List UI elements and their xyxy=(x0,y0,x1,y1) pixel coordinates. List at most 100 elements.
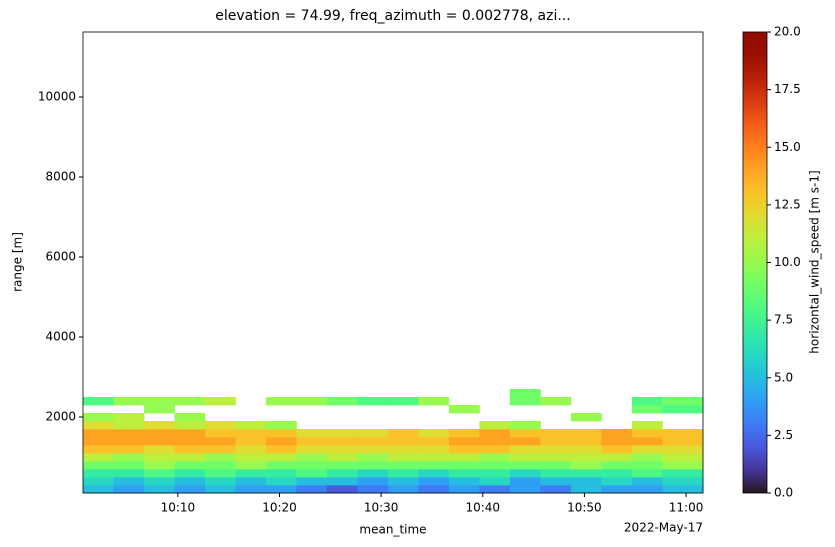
heatmap-cell xyxy=(235,453,267,462)
heatmap-cell xyxy=(357,429,389,438)
heatmap-cell xyxy=(326,485,358,494)
heatmap-cell xyxy=(143,485,175,494)
colorbar-tick-label: 2.5 xyxy=(774,428,793,442)
heatmap-cell xyxy=(83,429,114,438)
heatmap-cell xyxy=(448,437,480,446)
heatmap-cell xyxy=(418,469,450,478)
heatmap-cell xyxy=(601,485,633,494)
heatmap-cell xyxy=(631,429,663,438)
heatmap-cell xyxy=(448,461,480,470)
heatmap-cell xyxy=(265,485,297,494)
heatmap-cell xyxy=(509,453,541,462)
y-tick-label: 8000 xyxy=(45,170,76,184)
heatmap-cell xyxy=(235,477,267,486)
x-tick-label: 10:20 xyxy=(262,501,297,515)
heatmap-cell xyxy=(204,429,236,438)
heatmap-cell xyxy=(296,477,328,486)
y-axis-label: range [m] xyxy=(11,232,25,292)
heatmap-cell xyxy=(509,469,541,478)
heatmap-cell xyxy=(113,445,145,454)
heatmap-cell xyxy=(174,469,206,478)
colorbar-tick-label: 10.0 xyxy=(774,255,801,269)
heatmap-cell xyxy=(83,477,114,486)
heatmap-cell xyxy=(448,453,480,462)
colorbar-tick-label: 20.0 xyxy=(774,25,801,39)
heatmap-cell xyxy=(631,461,663,470)
heatmap-cell xyxy=(662,405,704,414)
heatmap-cell xyxy=(387,397,419,406)
heatmap-cell xyxy=(601,445,633,454)
heatmap-cell xyxy=(83,437,114,446)
heatmap-cell xyxy=(570,461,602,470)
heatmap-cell xyxy=(265,437,297,446)
heatmap-cell xyxy=(143,453,175,462)
heatmap-cell xyxy=(296,429,328,438)
heatmap-cell xyxy=(479,461,511,470)
heatmap-cell xyxy=(479,437,511,446)
heatmap-cell xyxy=(174,453,206,462)
heatmap-cell xyxy=(265,461,297,470)
heatmap-cell xyxy=(631,405,663,414)
heatmap-cell xyxy=(509,485,541,494)
heatmap-cell xyxy=(113,485,145,494)
heatmap-cell xyxy=(540,469,572,478)
heatmap-cell xyxy=(265,477,297,486)
heatmap-cell xyxy=(479,485,511,494)
heatmap-cell xyxy=(357,485,389,494)
heatmap-cell xyxy=(113,437,145,446)
heatmap-cell xyxy=(143,429,175,438)
heatmap-cell xyxy=(83,445,114,454)
heatmap-cell xyxy=(326,453,358,462)
heatmap-cell xyxy=(570,469,602,478)
chart-title: elevation = 74.99, freq_azimuth = 0.0027… xyxy=(215,8,570,24)
heatmap-cell xyxy=(601,477,633,486)
heatmap-cell xyxy=(448,469,480,478)
heatmap-cell xyxy=(143,421,175,430)
colorbar-tick-label: 7.5 xyxy=(774,313,793,327)
heatmap-cell xyxy=(296,453,328,462)
heatmap-cell xyxy=(326,437,358,446)
heatmap-cell xyxy=(540,461,572,470)
heatmap-cell xyxy=(479,477,511,486)
heatmap-cell xyxy=(631,421,663,430)
heatmap-cell xyxy=(418,461,450,470)
heatmap-cell xyxy=(387,485,419,494)
heatmap-cell xyxy=(174,437,206,446)
heatmap-cell xyxy=(662,437,704,446)
heatmap-cell xyxy=(174,421,206,430)
heatmap-cell xyxy=(83,461,114,470)
heatmap-cell xyxy=(143,437,175,446)
heatmap-cell xyxy=(479,429,511,438)
heatmap-cell xyxy=(509,421,541,430)
heatmap-cell xyxy=(174,413,206,422)
heatmap-cell xyxy=(357,469,389,478)
heatmap-cell xyxy=(509,437,541,446)
heatmap-cell xyxy=(113,469,145,478)
heatmap-cell xyxy=(418,445,450,454)
heatmap-cell xyxy=(570,429,602,438)
heatmap-cell xyxy=(357,445,389,454)
heatmap-cell xyxy=(509,477,541,486)
heatmap-cell xyxy=(326,469,358,478)
heatmap-cell xyxy=(235,469,267,478)
x-axis-label: mean_time xyxy=(359,523,426,537)
heatmap-cell xyxy=(509,461,541,470)
heatmap-cell xyxy=(418,429,450,438)
heatmap-cell xyxy=(601,437,633,446)
heatmap-cell xyxy=(326,397,358,406)
heatmap-cell xyxy=(113,453,145,462)
heatmap-cell xyxy=(83,453,114,462)
heatmap-cell xyxy=(540,445,572,454)
x-offset-label: 2022-May-17 xyxy=(624,521,703,535)
heatmap-cell xyxy=(113,421,145,430)
heatmap-cell xyxy=(143,405,175,414)
heatmap-cell xyxy=(235,437,267,446)
heatmap-cell xyxy=(235,421,267,430)
heatmap-cell xyxy=(113,397,145,406)
heatmap-cell xyxy=(631,397,663,406)
heatmap-cell xyxy=(113,413,145,422)
heatmap-cell xyxy=(357,397,389,406)
heatmap-cell xyxy=(357,437,389,446)
heatmap-cell xyxy=(540,485,572,494)
heatmap-cell xyxy=(326,445,358,454)
